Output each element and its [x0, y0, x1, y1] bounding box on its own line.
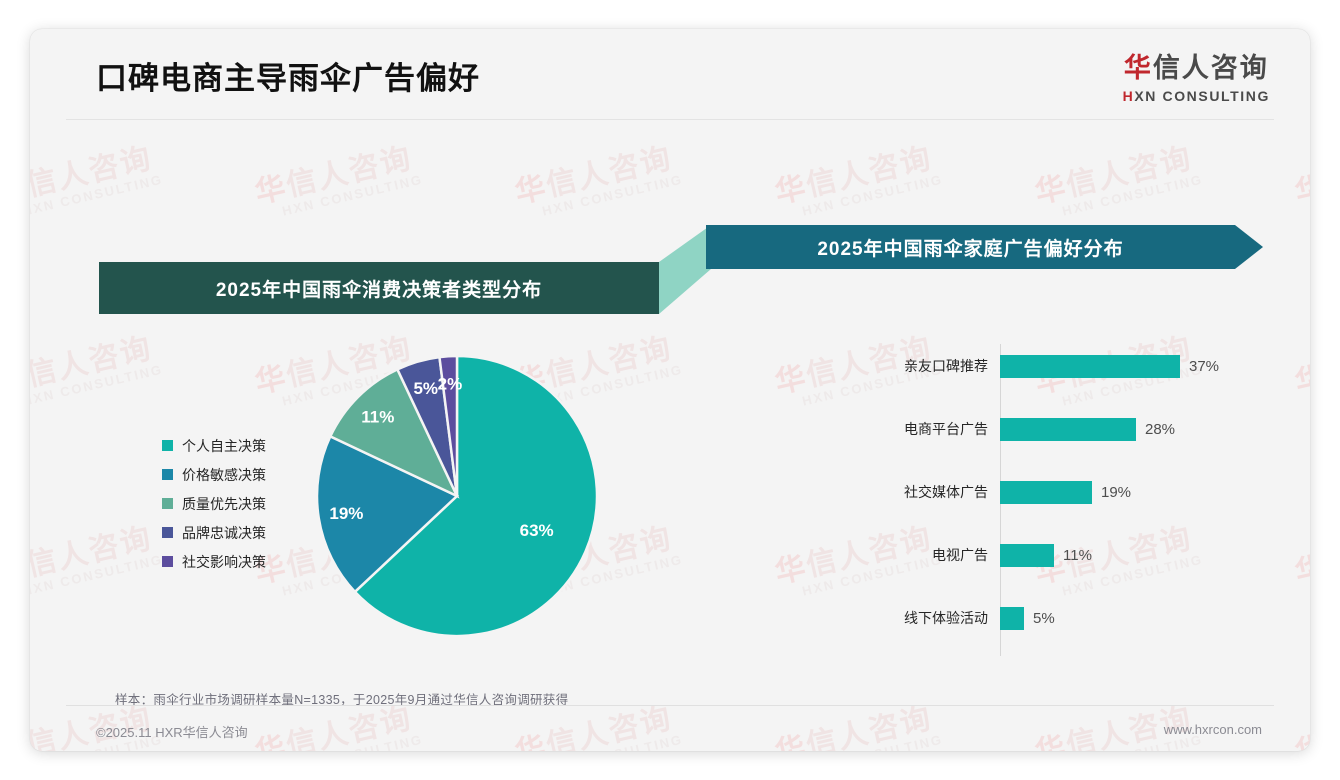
bar-row[interactable]: 亲友口碑推荐 37% — [810, 351, 1280, 381]
brand-logo-en: HXN CONSULTING — [1122, 88, 1270, 104]
banner-connector — [659, 225, 711, 314]
legend-label: 品牌忠诚决策 — [182, 524, 266, 541]
legend-label: 社交影响决策 — [182, 553, 266, 570]
bar-category-label: 线下体验活动 — [904, 610, 988, 626]
bar-fill[interactable] — [1000, 606, 1024, 630]
bar-category-label: 亲友口碑推荐 — [904, 358, 988, 374]
banner-right-label: 2025年中国雨伞家庭广告偏好分布 — [817, 238, 1124, 260]
legend-item[interactable]: 质量优先决策 — [162, 489, 312, 518]
bar-category-label: 社交媒体广告 — [904, 484, 988, 500]
pie-chart: 63% 19% 11% 5% 2% — [312, 351, 602, 641]
legend-label: 个人自主决策 — [182, 437, 266, 454]
pie-slice-label: 2% — [438, 375, 463, 394]
pie-chart-panel: 个人自主决策 价格敏感决策 质量优先决策 品牌忠诚决策 社交影响决策 63% 19% 11%… — [90, 329, 650, 669]
pie-svg: 63% 19% 11% 5% 2% — [315, 354, 599, 638]
pie-slice[interactable] — [353, 354, 599, 638]
pie-slice-label: 63% — [520, 521, 554, 540]
banner-group: 2025年中国雨伞消费决策者类型分布 2025年中国雨伞家庭广告偏好分布 — [30, 29, 1310, 751]
pie-slice-label: 5% — [413, 379, 438, 398]
bar-track: 11% — [1000, 540, 1280, 570]
footer-copyright: ©2025.11 HXR华信人咨询 — [96, 725, 248, 740]
header-divider — [66, 119, 1274, 120]
pie-slice[interactable] — [438, 354, 459, 497]
bar-fill[interactable] — [1000, 480, 1092, 504]
pie-slice[interactable] — [328, 367, 460, 499]
legend-label: 质量优先决策 — [182, 495, 266, 512]
bar-chart-panel: 亲友口碑推荐 37% 电商平台广告 28% 社交媒体广告 19% 电视广告 11% 线下体验活动… — [810, 329, 1280, 669]
legend-item[interactable]: 品牌忠诚决策 — [162, 518, 312, 547]
bar-value-label: 11% — [1063, 546, 1092, 564]
legend-item[interactable]: 个人自主决策 — [162, 431, 312, 460]
bar-fill[interactable] — [1000, 354, 1180, 378]
bar-value-label: 19% — [1101, 483, 1132, 501]
legend-swatch — [162, 527, 173, 538]
legend-item[interactable]: 价格敏感决策 — [162, 460, 312, 489]
footnote: 样本：雨伞行业市场调研样本量N=1335，于2025年9月通过华信人咨询调研获得 — [115, 693, 569, 707]
pie-legend: 个人自主决策 价格敏感决策 质量优先决策 品牌忠诚决策 社交影响决策 — [162, 431, 312, 576]
bar-fill[interactable] — [1000, 417, 1136, 441]
bar-category-label: 电商平台广告 — [904, 421, 988, 437]
pie-slice-label: 11% — [361, 407, 394, 426]
footer-url: www.hxrcon.com — [1163, 722, 1262, 737]
bar-fill[interactable] — [1000, 543, 1054, 567]
bar-row[interactable]: 社交媒体广告 19% — [810, 477, 1280, 507]
legend-swatch — [162, 556, 173, 567]
bar-track: 19% — [1000, 477, 1280, 507]
legend-swatch — [162, 498, 173, 509]
pie-slice-label: 19% — [329, 504, 363, 523]
bar-value-label: 5% — [1033, 609, 1055, 627]
bar-track: 5% — [1000, 603, 1280, 633]
bar-row[interactable]: 电视广告 11% — [810, 540, 1280, 570]
bar-track: 28% — [1000, 414, 1280, 444]
brand-logo: 华信人咨询 HXN CONSULTING — [1122, 53, 1270, 104]
bar-row[interactable]: 线下体验活动 5% — [810, 603, 1280, 633]
banner-right: 2025年中国雨伞家庭广告偏好分布 — [706, 225, 1263, 269]
bar-value-label: 28% — [1145, 420, 1176, 438]
footer-divider — [66, 705, 1274, 706]
legend-swatch — [162, 469, 173, 480]
banner-right-shape — [706, 225, 1263, 269]
slide-footer: ©2025.11 HXR华信人咨询 www.hxrcon.com — [30, 712, 1310, 751]
bar-value-label: 37% — [1189, 357, 1220, 375]
legend-swatch — [162, 440, 173, 451]
banner-left-label: 2025年中国雨伞消费决策者类型分布 — [215, 279, 543, 301]
pie-slice[interactable] — [315, 434, 460, 594]
banner-left: 2025年中国雨伞消费决策者类型分布 — [99, 262, 659, 314]
brand-logo-cn: 华信人咨询 — [1123, 53, 1269, 83]
bar-row[interactable]: 电商平台广告 28% — [810, 414, 1280, 444]
slide-header: 口碑电商主导雨伞广告偏好 华信人咨询 HXN CONSULTING — [30, 29, 1310, 120]
bar-track: 37% — [1000, 351, 1280, 381]
page-title: 口碑电商主导雨伞广告偏好 — [96, 61, 480, 96]
legend-item[interactable]: 社交影响决策 — [162, 547, 312, 576]
legend-label: 价格敏感决策 — [182, 466, 266, 483]
bar-category-label: 电视广告 — [932, 547, 988, 563]
